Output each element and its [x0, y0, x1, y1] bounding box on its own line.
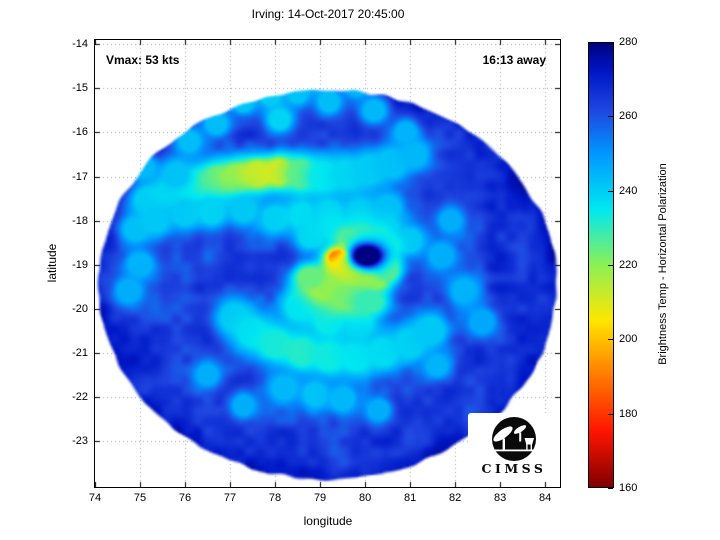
plot-canvas — [95, 40, 560, 487]
x-tick-label: 75 — [133, 492, 147, 504]
y-tick-label: -21 — [72, 346, 88, 359]
colorbar-tick — [608, 191, 613, 192]
colorbar-tick-label: 220 — [619, 259, 638, 271]
cimss-logo: CIMSS — [468, 413, 560, 481]
y-tick-label: -14 — [72, 38, 88, 51]
y-tick-label: -19 — [72, 258, 88, 271]
plot-area: Vmax: 53 kts 16:13 away CIMSS — [94, 39, 561, 488]
vmax-annotation: Vmax: 53 kts — [106, 53, 180, 67]
colorbar-tick — [608, 414, 613, 415]
y-tick-label: -15 — [72, 82, 88, 95]
y-tick-label: -17 — [72, 170, 88, 183]
colorbar-tick — [608, 488, 613, 489]
colorbar-tick — [608, 42, 613, 43]
x-tick-label: 76 — [178, 492, 192, 504]
colorbar-tick-label: 260 — [619, 110, 638, 123]
colorbar-tick — [608, 339, 613, 340]
x-tick-label: 82 — [448, 492, 462, 504]
colorbar-tick-label: 240 — [619, 184, 638, 197]
logo-text: CIMSS — [482, 461, 547, 476]
satellite-dishes-icon — [493, 425, 535, 452]
colorbar-tick — [608, 265, 613, 266]
x-tick-label: 84 — [539, 492, 552, 504]
y-tick-label: -18 — [72, 214, 88, 227]
y-tick-label: -20 — [72, 302, 88, 315]
eta-annotation: 16:13 away — [482, 53, 546, 67]
y-tick-label: -16 — [72, 126, 88, 139]
x-tick-label: 74 — [88, 492, 102, 504]
x-axis-label: longitude — [303, 514, 353, 528]
colorbar-tick-label: 160 — [619, 482, 638, 494]
x-tick-label: 79 — [313, 492, 327, 504]
colorbar-tick-label: 280 — [619, 36, 638, 48]
colorbar-tick-label: 200 — [619, 333, 638, 346]
x-tick-label: 83 — [494, 492, 507, 504]
plot-title: Irving: 14-Oct-2017 20:45:00 — [251, 7, 405, 21]
colorbar-tick — [608, 116, 613, 117]
y-tick-label: -22 — [72, 390, 88, 403]
x-tick-label: 81 — [403, 492, 417, 504]
colorbar-tick-label: 180 — [619, 407, 638, 420]
x-tick-label: 80 — [358, 492, 372, 504]
x-tick-label: 78 — [268, 492, 282, 504]
y-tick-label: -23 — [72, 434, 88, 447]
colorbar-label: Brightness Temp - Horizontal Polarizatio… — [657, 163, 669, 365]
x-tick-label: 77 — [223, 492, 237, 504]
